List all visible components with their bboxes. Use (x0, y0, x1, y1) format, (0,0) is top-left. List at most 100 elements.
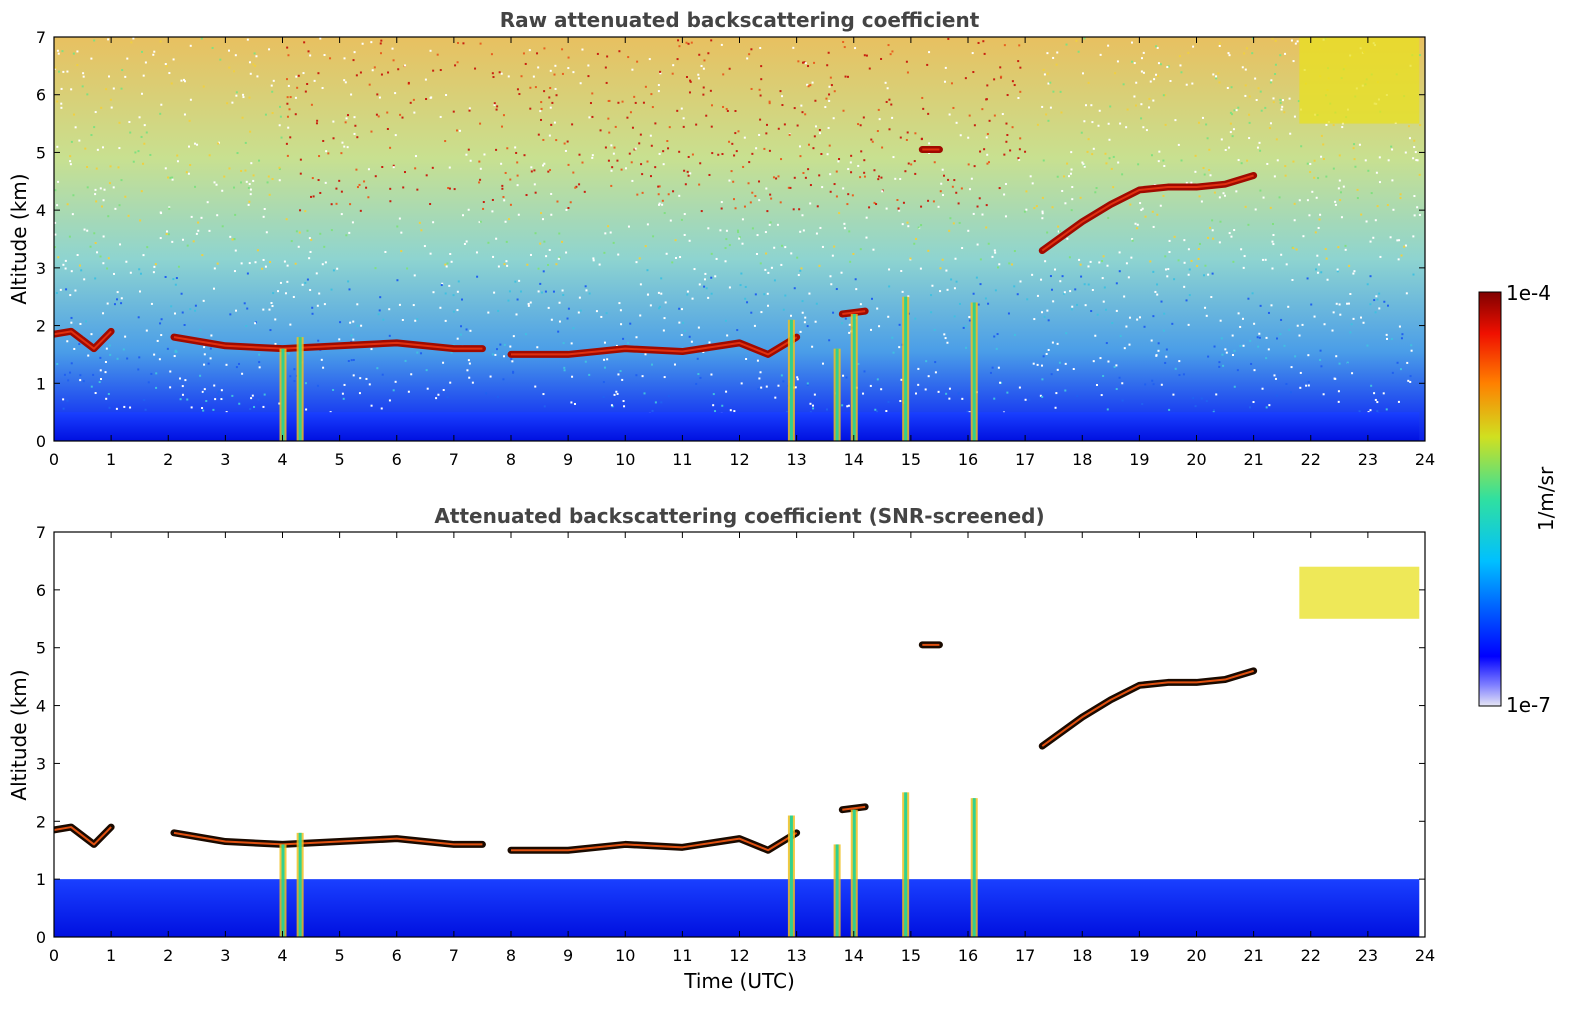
noise-pixel (294, 96, 297, 99)
noise-pixel (471, 381, 474, 384)
y-tick-label: 2 (36, 812, 46, 831)
noise-pixel (1202, 274, 1205, 277)
colorbar-max-label: 1e-4 (1506, 281, 1551, 305)
noise-pixel (667, 147, 670, 150)
noise-pixel (592, 259, 595, 262)
noise-pixel (1413, 146, 1416, 149)
noise-pixel (1242, 266, 1245, 269)
noise-pixel (720, 207, 723, 210)
noise-pixel (370, 348, 373, 351)
noise-pixel (687, 155, 690, 158)
noise-pixel (425, 369, 428, 372)
noise-pixel (807, 65, 810, 68)
noise-pixel (697, 326, 700, 329)
noise-pixel (102, 199, 105, 202)
noise-pixel (841, 404, 844, 407)
noise-pixel (842, 187, 845, 190)
noise-pixel (171, 176, 174, 179)
noise-pixel (1244, 94, 1247, 97)
noise-pixel (1272, 243, 1275, 246)
noise-pixel (830, 84, 833, 87)
noise-pixel (217, 142, 220, 145)
noise-pixel (813, 61, 816, 64)
noise-pixel (647, 293, 650, 296)
noise-pixel (705, 114, 708, 117)
noise-pixel (939, 267, 942, 270)
noise-pixel (539, 110, 542, 113)
noise-pixel (1166, 66, 1169, 69)
noise-pixel (370, 404, 373, 407)
noise-pixel (248, 183, 251, 186)
noise-pixel (1083, 120, 1086, 123)
noise-pixel (1033, 318, 1036, 321)
noise-pixel (686, 293, 689, 296)
noise-pixel (1325, 175, 1328, 178)
noise-pixel (1165, 355, 1168, 358)
noise-pixel (1178, 374, 1181, 377)
noise-pixel (1201, 116, 1204, 119)
noise-pixel (541, 291, 544, 294)
noise-pixel (848, 230, 851, 233)
noise-pixel (885, 410, 888, 413)
noise-pixel (82, 380, 85, 383)
noise-pixel (1187, 323, 1190, 326)
noise-pixel (524, 62, 527, 65)
noise-pixel (591, 156, 594, 159)
noise-pixel (748, 53, 751, 56)
noise-pixel (947, 37, 950, 40)
noise-pixel (804, 176, 807, 179)
noise-pixel (78, 139, 81, 142)
noise-pixel (1123, 295, 1126, 298)
noise-pixel (365, 377, 368, 380)
noise-pixel (875, 203, 878, 206)
noise-pixel (1065, 332, 1068, 335)
noise-pixel (1269, 81, 1272, 84)
noise-pixel (69, 294, 72, 297)
noise-pixel (640, 163, 643, 166)
noise-pixel (207, 362, 210, 365)
noise-pixel (1033, 207, 1036, 210)
noise-pixel (1401, 333, 1404, 336)
noise-pixel (612, 241, 615, 244)
noise-pixel (561, 240, 564, 243)
noise-pixel (429, 252, 432, 255)
noise-pixel (1105, 342, 1108, 345)
noise-pixel (764, 268, 767, 271)
noise-pixel (70, 140, 73, 143)
noise-pixel (1258, 336, 1261, 339)
noise-pixel (489, 375, 492, 378)
noise-pixel (1288, 97, 1291, 100)
noise-pixel (985, 136, 988, 139)
noise-pixel (317, 179, 320, 182)
noise-pixel (1081, 161, 1084, 164)
noise-pixel (1399, 368, 1402, 371)
noise-pixel (668, 126, 671, 129)
noise-pixel (1374, 311, 1377, 314)
noise-pixel (268, 193, 271, 196)
noise-pixel (322, 139, 325, 142)
noise-pixel (755, 252, 758, 255)
noise-pixel (1208, 148, 1211, 151)
noise-pixel (851, 194, 854, 197)
noise-pixel (738, 237, 741, 240)
noise-pixel (439, 69, 442, 72)
noise-pixel (1024, 150, 1027, 153)
noise-pixel (1039, 394, 1042, 397)
noise-pixel (1255, 99, 1258, 102)
noise-pixel (654, 401, 657, 404)
noise-pixel (1130, 41, 1133, 44)
noise-pixel (1041, 311, 1044, 314)
noise-pixel (663, 212, 666, 215)
noise-pixel (626, 116, 629, 119)
noise-pixel (682, 117, 685, 120)
noise-pixel (1309, 162, 1312, 165)
noise-pixel (846, 405, 849, 408)
noise-pixel (943, 333, 946, 336)
noise-pixel (492, 76, 495, 79)
noise-pixel (404, 359, 407, 362)
noise-pixel (487, 241, 490, 244)
noise-pixel (1041, 395, 1044, 398)
noise-pixel (462, 42, 465, 45)
noise-pixel (722, 73, 725, 76)
noise-pixel (1064, 389, 1067, 392)
